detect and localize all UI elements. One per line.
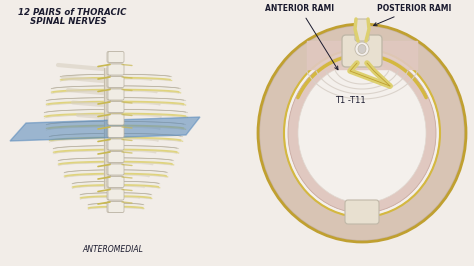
FancyBboxPatch shape [108, 77, 124, 88]
FancyBboxPatch shape [108, 52, 124, 63]
Polygon shape [89, 203, 144, 209]
Polygon shape [58, 158, 172, 166]
FancyBboxPatch shape [108, 139, 124, 150]
Polygon shape [46, 98, 184, 106]
Polygon shape [62, 74, 172, 81]
Polygon shape [118, 111, 161, 117]
FancyBboxPatch shape [107, 177, 123, 188]
Polygon shape [65, 170, 168, 177]
Polygon shape [51, 86, 179, 94]
Polygon shape [73, 181, 160, 188]
Text: ANTEROMEDIAL: ANTEROMEDIAL [82, 245, 144, 254]
Polygon shape [60, 74, 170, 81]
Polygon shape [72, 181, 159, 189]
FancyBboxPatch shape [342, 35, 382, 67]
FancyBboxPatch shape [108, 89, 124, 100]
FancyBboxPatch shape [345, 200, 379, 224]
Text: SPINAL NERVES: SPINAL NERVES [30, 17, 107, 26]
Polygon shape [53, 86, 181, 93]
Polygon shape [46, 121, 184, 130]
FancyBboxPatch shape [107, 52, 123, 63]
FancyBboxPatch shape [107, 164, 123, 175]
Polygon shape [118, 99, 160, 105]
FancyBboxPatch shape [355, 19, 369, 41]
Polygon shape [45, 109, 186, 118]
Polygon shape [53, 146, 177, 154]
FancyBboxPatch shape [107, 202, 123, 213]
Polygon shape [80, 193, 151, 199]
FancyBboxPatch shape [107, 102, 123, 113]
Ellipse shape [298, 63, 426, 203]
FancyBboxPatch shape [108, 64, 124, 75]
Ellipse shape [355, 42, 369, 56]
FancyBboxPatch shape [108, 127, 124, 138]
Polygon shape [10, 117, 200, 141]
FancyBboxPatch shape [107, 152, 123, 163]
Polygon shape [88, 203, 143, 209]
Polygon shape [118, 193, 139, 198]
Polygon shape [118, 87, 157, 93]
Polygon shape [48, 98, 186, 105]
Polygon shape [81, 193, 152, 199]
FancyBboxPatch shape [107, 189, 123, 200]
FancyBboxPatch shape [108, 189, 124, 200]
Polygon shape [48, 121, 186, 129]
Ellipse shape [358, 44, 366, 53]
Polygon shape [118, 75, 152, 81]
Polygon shape [118, 171, 149, 177]
Polygon shape [118, 159, 153, 165]
FancyBboxPatch shape [107, 77, 123, 88]
Polygon shape [49, 134, 181, 142]
FancyBboxPatch shape [108, 114, 124, 125]
Polygon shape [118, 135, 158, 141]
FancyBboxPatch shape [108, 202, 124, 213]
FancyBboxPatch shape [108, 164, 124, 175]
Polygon shape [46, 109, 188, 117]
FancyBboxPatch shape [107, 127, 123, 138]
FancyBboxPatch shape [107, 89, 123, 100]
Ellipse shape [259, 25, 465, 241]
Polygon shape [51, 134, 182, 141]
Text: POSTERIOR RAMI: POSTERIOR RAMI [374, 4, 451, 26]
FancyBboxPatch shape [107, 64, 123, 75]
FancyBboxPatch shape [107, 114, 123, 125]
Polygon shape [118, 123, 160, 129]
Polygon shape [64, 170, 166, 178]
Polygon shape [55, 146, 179, 153]
FancyBboxPatch shape [107, 139, 123, 150]
Ellipse shape [288, 53, 436, 213]
Polygon shape [118, 147, 156, 153]
Text: ANTERIOR RAMI: ANTERIOR RAMI [265, 4, 338, 70]
FancyBboxPatch shape [108, 152, 124, 163]
FancyBboxPatch shape [108, 177, 124, 188]
Text: T1 -T11: T1 -T11 [335, 96, 365, 105]
Polygon shape [118, 204, 135, 209]
Text: 12 PAIRS of THORACIC: 12 PAIRS of THORACIC [18, 8, 127, 17]
FancyBboxPatch shape [108, 102, 124, 113]
Ellipse shape [284, 49, 440, 217]
Polygon shape [60, 158, 173, 165]
Polygon shape [118, 182, 145, 188]
